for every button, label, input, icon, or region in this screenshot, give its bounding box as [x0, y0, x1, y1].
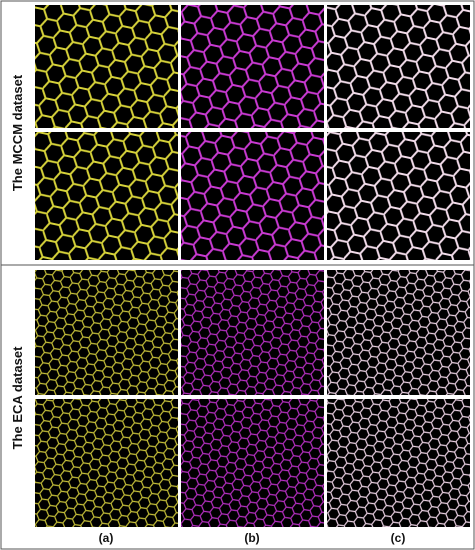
cell-image [327, 5, 470, 128]
column-label: (b) [244, 531, 259, 545]
cell-image [35, 132, 178, 260]
cell-image [181, 399, 324, 527]
cell-image [35, 399, 178, 527]
eca-panels [35, 270, 470, 527]
cell-image [327, 270, 470, 395]
mccm-panels [35, 5, 470, 260]
cell-image [35, 270, 178, 395]
cell-image [327, 132, 470, 260]
cell-image [327, 399, 470, 527]
column-label: (c) [391, 531, 406, 545]
cell-image [181, 5, 324, 128]
column-label: (a) [99, 531, 114, 545]
row-label: The ECA dataset [10, 346, 25, 449]
cell-image [181, 270, 324, 395]
row-label: The MCCM dataset [10, 74, 25, 191]
cell-image [35, 5, 178, 128]
cell-image [181, 132, 324, 260]
